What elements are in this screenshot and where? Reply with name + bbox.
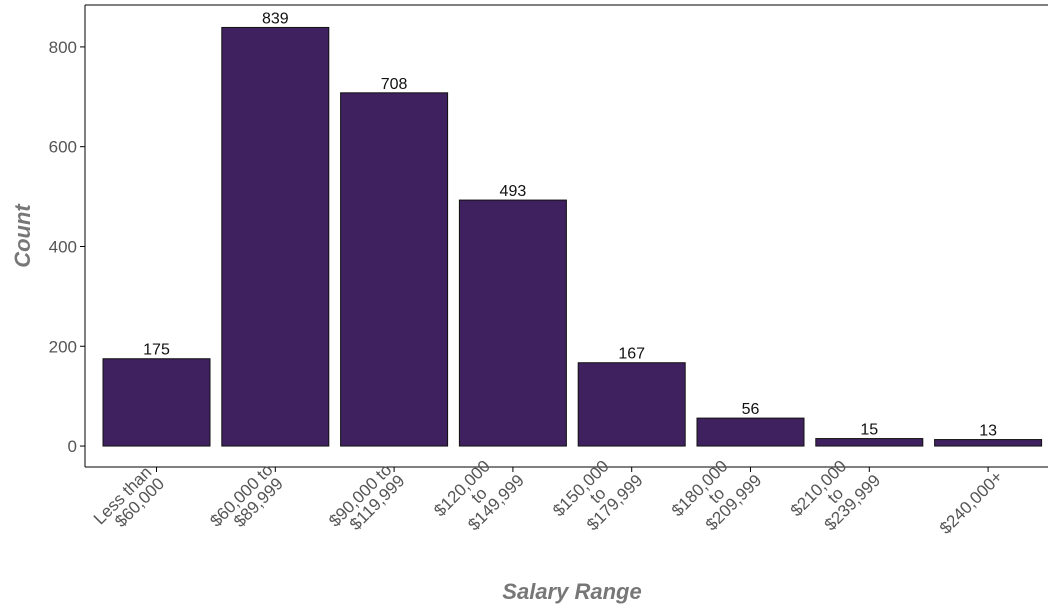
value-label: 839 bbox=[262, 10, 289, 27]
value-label: 708 bbox=[381, 76, 408, 93]
y-tick-label: 600 bbox=[49, 138, 77, 157]
value-label: 175 bbox=[143, 342, 170, 359]
x-tick-label: $180,000to$209,999 bbox=[668, 447, 766, 545]
bar bbox=[340, 92, 449, 447]
y-tick-label: 200 bbox=[49, 337, 77, 356]
y-tick-label: 400 bbox=[49, 237, 77, 256]
bar bbox=[458, 199, 567, 447]
value-label: 56 bbox=[742, 401, 760, 418]
x-tick-label: $240,000+ bbox=[936, 467, 1007, 538]
bar bbox=[696, 417, 805, 447]
y-tick-label: 800 bbox=[49, 38, 77, 57]
x-tick-label: Less than$60,000 bbox=[90, 462, 168, 540]
bar bbox=[577, 362, 686, 447]
bar bbox=[221, 26, 330, 447]
x-tick-label: $60,000 to$89,999 bbox=[206, 460, 288, 542]
value-label: 13 bbox=[979, 423, 997, 440]
x-tick-label: $90,000 to$119,999 bbox=[325, 459, 408, 542]
bar bbox=[934, 439, 1043, 447]
x-tick-label: $210,000to$239,999 bbox=[787, 447, 885, 545]
x-tick-label: $150,000to$179,999 bbox=[549, 447, 647, 545]
bar bbox=[102, 358, 211, 447]
value-label: 15 bbox=[860, 422, 878, 439]
value-label: 167 bbox=[618, 346, 645, 363]
bar bbox=[815, 438, 924, 447]
y-tick-label: 0 bbox=[68, 437, 77, 456]
plot-area bbox=[102, 26, 1043, 447]
value-label: 493 bbox=[500, 183, 527, 200]
y-axis-title: Count bbox=[10, 203, 35, 268]
x-tick-label: $120,000to$149,999 bbox=[430, 447, 528, 545]
x-axis-title: Salary Range bbox=[502, 579, 641, 604]
